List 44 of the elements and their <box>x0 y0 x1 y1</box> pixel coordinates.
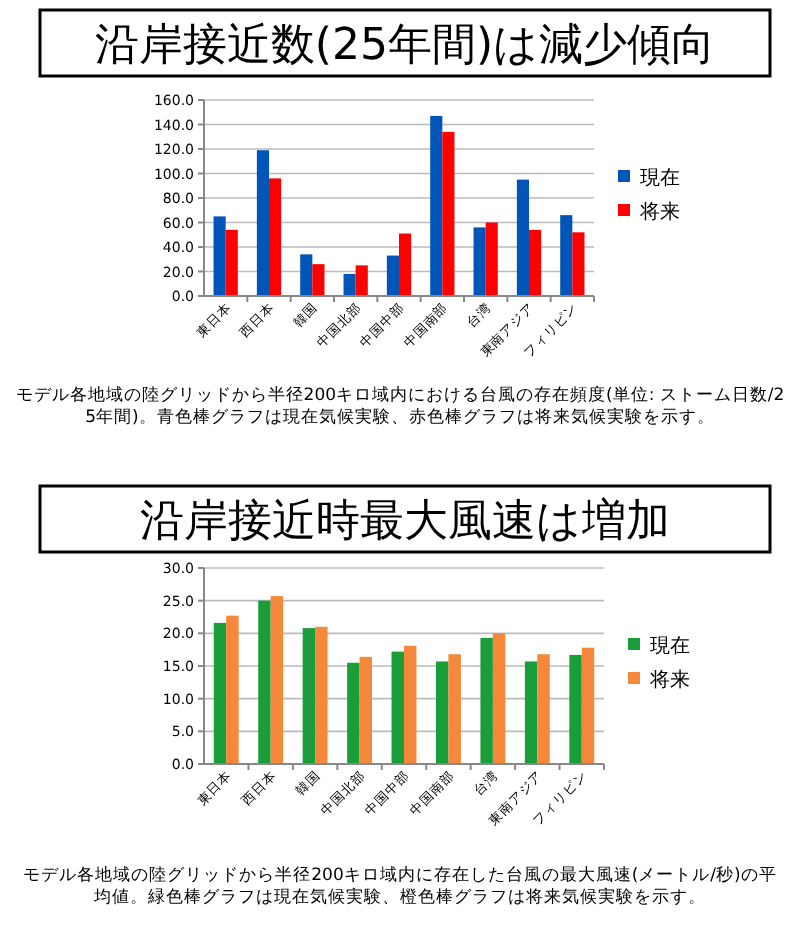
bar <box>315 626 328 764</box>
bar <box>492 633 506 764</box>
legend-label: 現在 <box>640 166 680 190</box>
bar <box>569 654 582 764</box>
bar <box>386 255 399 296</box>
bar <box>529 229 542 296</box>
bar <box>213 216 226 296</box>
text: モデル各地域の陸グリッドから半径200キロ域内に存在した台風の最大風速(メートル/秒)の平均値。緑色棒グラフは現在気候実験、橙色棒グラフは将来気候実験を示す。 <box>23 864 777 908</box>
legend-label: 現在 <box>650 634 690 658</box>
bar <box>258 600 271 764</box>
bar <box>430 115 443 296</box>
bar <box>581 647 595 764</box>
bar <box>343 273 356 296</box>
bar <box>485 222 498 296</box>
bar <box>225 229 238 296</box>
bar <box>399 233 412 296</box>
bar <box>442 131 455 296</box>
bar <box>404 645 417 764</box>
legend-label: 将来 <box>638 200 680 224</box>
bar <box>355 265 368 296</box>
bar <box>448 654 461 764</box>
bar <box>473 227 486 296</box>
bar <box>359 656 372 764</box>
bar <box>516 179 529 296</box>
bar <box>300 254 313 296</box>
chart-title: 沿岸接近時最大風速は増加 <box>140 497 670 547</box>
bar <box>226 615 239 764</box>
bar <box>302 628 316 764</box>
bar <box>560 215 573 296</box>
bar <box>256 150 269 296</box>
bar <box>347 662 360 764</box>
bar <box>270 596 284 764</box>
legend-label: 将来 <box>648 668 690 692</box>
chart-title: 沿岸接近数(25年間)は減少傾向 <box>94 21 716 71</box>
bar <box>537 654 550 764</box>
bar <box>572 232 585 296</box>
text: モデル各地域の陸グリッドから半径200キロ域内における台風の存在頻度(単位: ストーム日数/25年間)。青色棒グラフは現在気候実験、赤色棒グラフは将来気候実験を示す。 <box>15 384 785 428</box>
bar <box>213 622 227 764</box>
bar <box>480 637 493 764</box>
bar <box>269 178 282 296</box>
bar <box>524 661 538 764</box>
bar <box>436 661 449 764</box>
bar <box>391 651 404 764</box>
bar <box>312 264 325 296</box>
